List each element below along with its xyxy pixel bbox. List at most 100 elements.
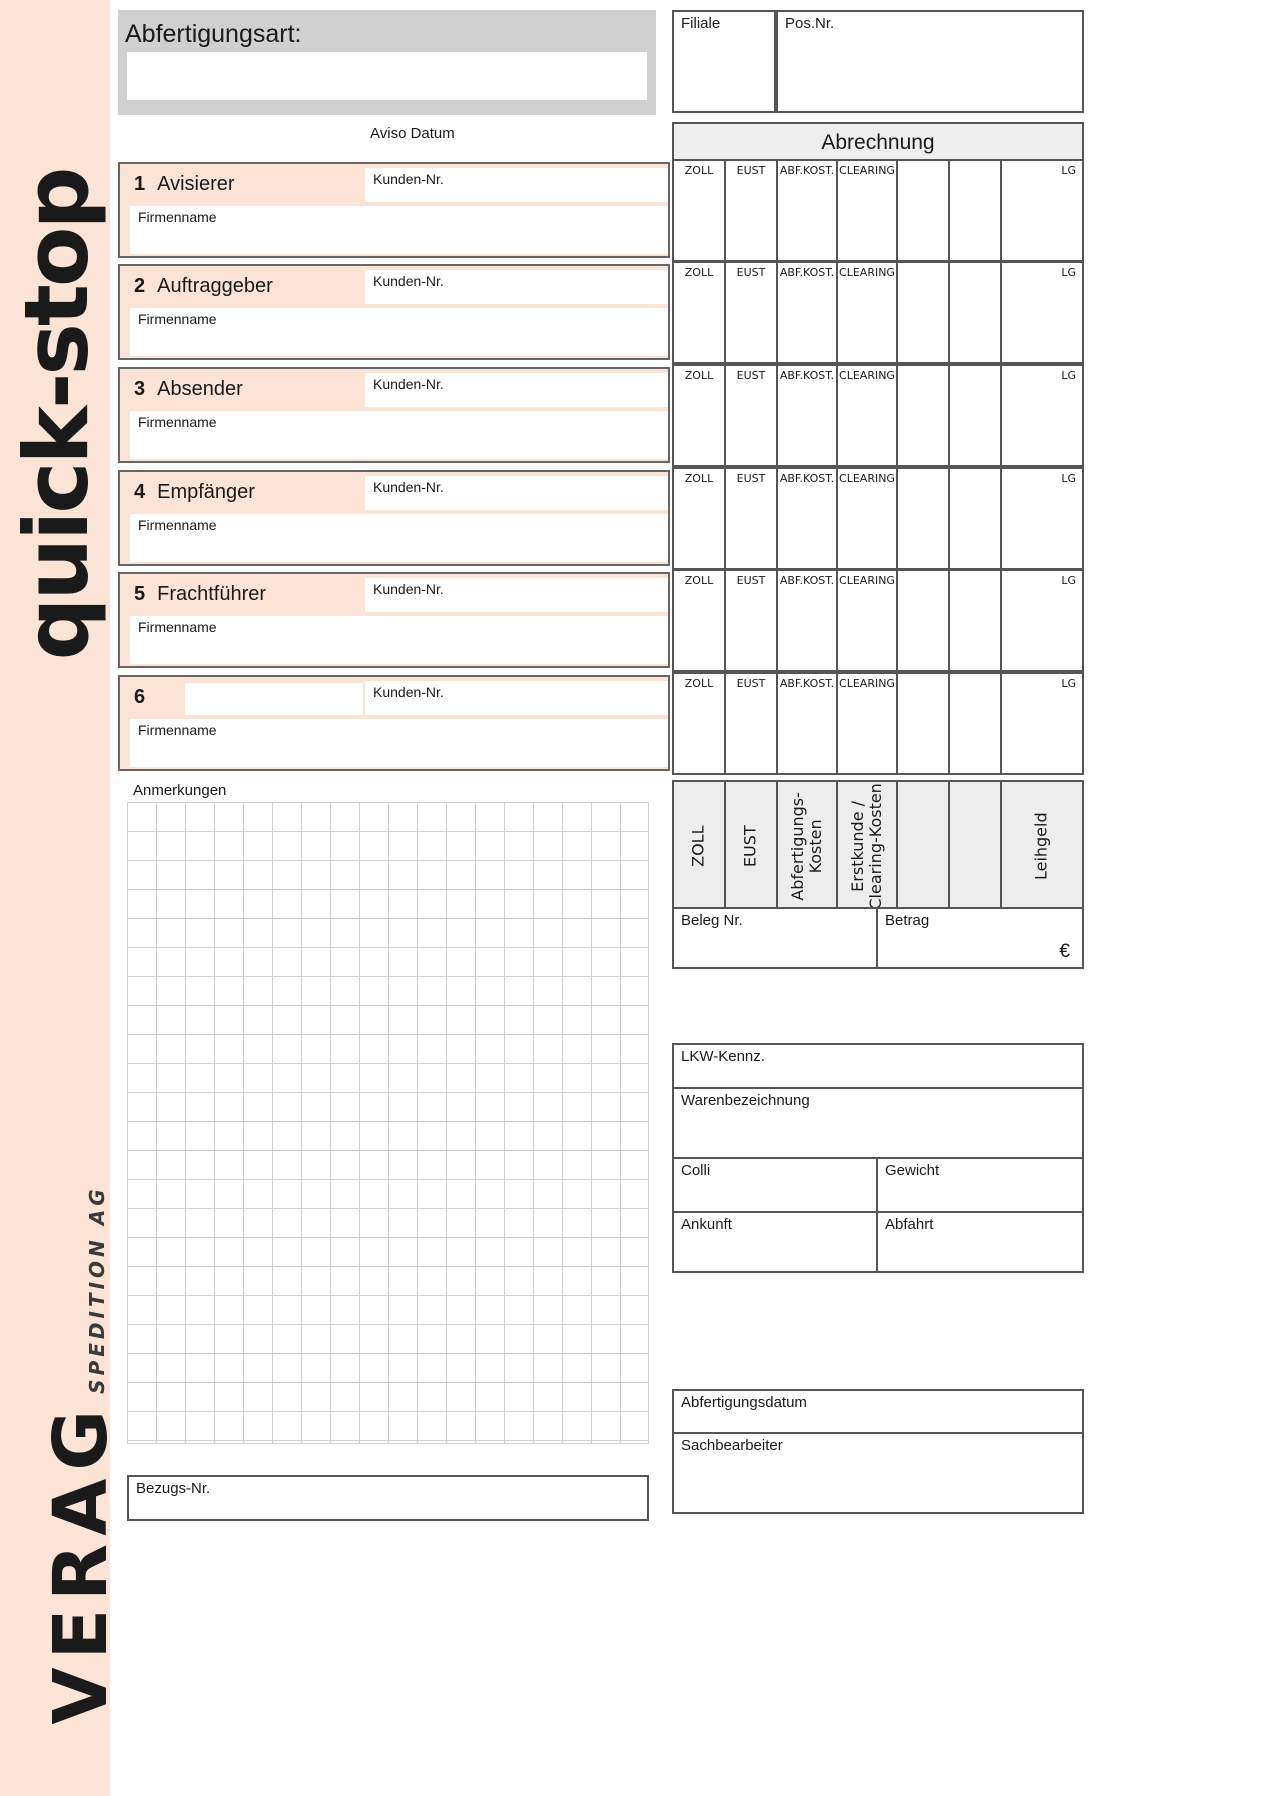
abrechnung-column-header: EUST: [736, 677, 766, 690]
kunden-nr-field[interactable]: Kunden-Nr.: [365, 270, 668, 304]
firmenname-field[interactable]: Firmenname: [130, 719, 668, 767]
firmenname-field[interactable]: Firmenname: [130, 308, 668, 356]
abrechnung-cell[interactable]: ABF.KOST.: [778, 469, 838, 568]
abrechnung-column-header: LG: [1061, 164, 1076, 177]
abrechnung-cell[interactable]: CLEARING: [838, 161, 898, 260]
firmenname-label: Firmenname: [138, 619, 217, 635]
beleg-nr-field[interactable]: Beleg Nr.: [672, 907, 878, 969]
abrechnung-column-header: ZOLL: [684, 164, 714, 177]
abfertigungsdatum-field[interactable]: Abfertigungsdatum: [672, 1389, 1084, 1434]
party-number: 1: [134, 172, 146, 195]
abrechnung-cell[interactable]: [898, 263, 950, 362]
kunden-nr-field[interactable]: Kunden-Nr.: [365, 578, 668, 612]
bezugs-nr-field[interactable]: Bezugs-Nr.: [127, 1475, 649, 1521]
abrechnung-cell[interactable]: ZOLL: [674, 366, 726, 465]
abrechnung-cell[interactable]: ABF.KOST.: [778, 263, 838, 362]
abrechnung-cell[interactable]: EUST: [726, 263, 778, 362]
party-role-label: Auftraggeber: [157, 274, 273, 297]
abrechnung-cell[interactable]: [898, 674, 950, 773]
filiale-field[interactable]: Filiale: [672, 10, 776, 113]
kunden-nr-field[interactable]: Kunden-Nr.: [365, 681, 668, 715]
abrechnung-column-header: LG: [1061, 677, 1076, 690]
party-header: 5 Frachtführer: [122, 576, 365, 612]
abrechnung-cell[interactable]: ABF.KOST.: [778, 674, 838, 773]
abrechnung-cell[interactable]: EUST: [726, 469, 778, 568]
abrechnung-cell[interactable]: [950, 469, 1002, 568]
abrechnung-cell[interactable]: LG: [1002, 263, 1082, 362]
abrechnung-cell[interactable]: ZOLL: [674, 263, 726, 362]
kunden-nr-field[interactable]: Kunden-Nr.: [365, 168, 668, 202]
abrechnung-cell[interactable]: CLEARING: [838, 571, 898, 670]
abrechnung-cell[interactable]: ZOLL: [674, 469, 726, 568]
aviso-datum-label: Aviso Datum: [370, 125, 455, 142]
firmenname-field[interactable]: Firmenname: [130, 616, 668, 664]
abfahrt-field[interactable]: Abfahrt: [876, 1211, 1084, 1273]
abrechnung-row: ZOLL EUST ABF.KOST. CLEARING LG: [672, 467, 1084, 570]
abrechnung-vertical-header-text: Abfertigungs- Kosten: [787, 792, 826, 901]
abrechnung-cell[interactable]: ABF.KOST.: [778, 366, 838, 465]
abrechnung-cell[interactable]: [898, 161, 950, 260]
abrechnung-column-header: CLEARING: [839, 266, 895, 279]
abrechnung-cell[interactable]: [950, 263, 1002, 362]
abrechnung-cell[interactable]: [950, 366, 1002, 465]
kunden-nr-field[interactable]: Kunden-Nr.: [365, 373, 668, 407]
abrechnung-cell[interactable]: EUST: [726, 161, 778, 260]
party-number: 5: [134, 582, 146, 605]
pos-nr-label: Pos.Nr.: [785, 15, 835, 32]
abrechnung-cell[interactable]: EUST: [726, 366, 778, 465]
abrechnung-cell[interactable]: LG: [1002, 366, 1082, 465]
abrechnung-cell[interactable]: ZOLL: [674, 161, 726, 260]
abrechnung-cell[interactable]: EUST: [726, 674, 778, 773]
abrechnung-cell[interactable]: [950, 161, 1002, 260]
abrechnung-cell[interactable]: LG: [1002, 571, 1082, 670]
party-header: 4 Empfänger: [122, 474, 365, 510]
abrechnung-cell[interactable]: CLEARING: [838, 674, 898, 773]
aviso-datum-field[interactable]: Aviso Datum: [363, 122, 655, 159]
abrechnung-cell[interactable]: CLEARING: [838, 366, 898, 465]
gewicht-field[interactable]: Gewicht: [876, 1157, 1084, 1213]
abrechnung-cell[interactable]: CLEARING: [838, 469, 898, 568]
abrechnung-column-header: LG: [1061, 574, 1076, 587]
kunden-nr-label: Kunden-Nr.: [373, 581, 444, 597]
anmerkungen-grid[interactable]: [127, 802, 649, 1444]
kunden-nr-label: Kunden-Nr.: [373, 479, 444, 495]
abrechnung-cell[interactable]: [898, 571, 950, 670]
party-number: 6: [134, 685, 146, 708]
betrag-field[interactable]: Betrag €: [876, 907, 1084, 969]
abrechnung-column-header: CLEARING: [839, 574, 895, 587]
sachbearbeiter-label: Sachbearbeiter: [681, 1437, 783, 1454]
abrechnung-vertical-header-cell: Erstkunde / Clearing-Kosten: [838, 782, 898, 911]
abrechnung-cell[interactable]: [898, 366, 950, 465]
abrechnung-cell[interactable]: EUST: [726, 571, 778, 670]
abrechnung-column-header: ABF.KOST.: [779, 369, 835, 382]
kunden-nr-field[interactable]: Kunden-Nr.: [365, 476, 668, 510]
ankunft-field[interactable]: Ankunft: [672, 1211, 878, 1273]
abrechnung-cell[interactable]: ZOLL: [674, 571, 726, 670]
firmenname-field[interactable]: Firmenname: [130, 514, 668, 562]
betrag-label: Betrag: [885, 912, 930, 929]
abrechnung-row: ZOLL EUST ABF.KOST. CLEARING LG: [672, 261, 1084, 364]
abrechnung-cell[interactable]: ABF.KOST.: [778, 161, 838, 260]
abrechnung-cell[interactable]: [898, 469, 950, 568]
firmenname-field[interactable]: Firmenname: [130, 206, 668, 254]
colli-field[interactable]: Colli: [672, 1157, 878, 1213]
abrechnung-column-header: CLEARING: [839, 164, 895, 177]
abrechnung-cell[interactable]: CLEARING: [838, 263, 898, 362]
abfertigungsart-input[interactable]: [127, 52, 647, 100]
abrechnung-cell[interactable]: ABF.KOST.: [778, 571, 838, 670]
sachbearbeiter-field[interactable]: Sachbearbeiter: [672, 1432, 1084, 1514]
abrechnung-cell[interactable]: LG: [1002, 161, 1082, 260]
party-row: 6 Kunden-Nr. Firmenname: [118, 675, 670, 771]
abrechnung-cell[interactable]: ZOLL: [674, 674, 726, 773]
lkw-kennzeichen-field[interactable]: LKW-Kennz.: [672, 1043, 1084, 1089]
pos-nr-field[interactable]: Pos.Nr.: [776, 10, 1084, 113]
party-role-input[interactable]: [185, 683, 363, 715]
abrechnung-cell[interactable]: LG: [1002, 469, 1082, 568]
abrechnung-cell[interactable]: LG: [1002, 674, 1082, 773]
warenbezeichnung-field[interactable]: Warenbezeichnung: [672, 1087, 1084, 1159]
abrechnung-cell[interactable]: [950, 571, 1002, 670]
abfahrt-label: Abfahrt: [885, 1216, 934, 1233]
firmenname-field[interactable]: Firmenname: [130, 411, 668, 459]
abrechnung-cell[interactable]: [950, 674, 1002, 773]
abrechnung-vertical-header-text: Erstkunde / Clearing-Kosten: [847, 783, 885, 910]
